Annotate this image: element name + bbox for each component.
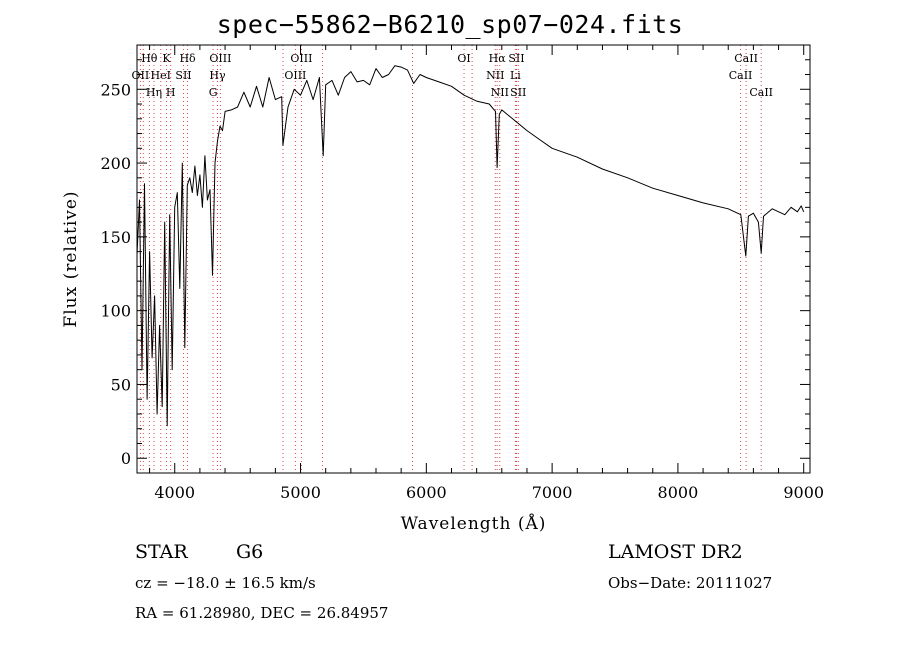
obs-date: Obs−Date: 20111027 [608, 574, 773, 592]
line-label: SII [175, 69, 191, 82]
plot-frame [136, 44, 811, 474]
line-label: Hθ [141, 52, 158, 65]
line-label: NII [486, 69, 504, 82]
line-label: Li [510, 69, 521, 82]
line-label: CaII [749, 86, 773, 99]
x-tick-label: 9000 [783, 483, 824, 502]
line-label: SII [510, 86, 526, 99]
spectrum-line [136, 65, 805, 427]
y-axis-label: Flux (relative) [61, 190, 81, 327]
y-tick-label: 250 [100, 80, 131, 99]
line-label: OIII [284, 69, 306, 82]
redshift-info: cz = −18.0 ± 16.5 km/s [135, 574, 316, 592]
y-tick-label: 150 [100, 228, 131, 247]
coordinates: RA = 61.28980, DEC = 26.84957 [135, 604, 389, 622]
x-tick-label: 5000 [280, 483, 321, 502]
x-tick-label: 4000 [154, 483, 195, 502]
line-label: OII [132, 69, 150, 82]
line-label: HeI [151, 69, 171, 82]
x-axis-label: Wavelength (Å) [401, 513, 547, 534]
line-label: G [209, 86, 218, 99]
object-class: STAR [135, 541, 188, 563]
line-label: CaII [729, 69, 753, 82]
x-tick-label: 8000 [658, 483, 699, 502]
survey-name: LAMOST DR2 [608, 541, 743, 563]
line-label: OIII [209, 52, 231, 65]
object-subclass: G6 [236, 541, 264, 563]
line-label: K [162, 52, 171, 65]
x-tick-label: 6000 [406, 483, 447, 502]
line-label: Hδ [179, 52, 196, 65]
y-tick-label: 0 [121, 449, 131, 468]
line-label: Hη [146, 86, 162, 99]
line-label: Hγ [209, 69, 226, 82]
line-label: OIII [290, 52, 312, 65]
chart-title: spec−55862−B6210_sp07−024.fits [216, 10, 684, 39]
y-tick-label: 50 [111, 375, 131, 394]
x-tick-label: 7000 [532, 483, 573, 502]
line-label: CaII [734, 52, 758, 65]
line-label: Hα [489, 52, 507, 65]
y-tick-label: 200 [100, 154, 131, 173]
line-label: H [166, 86, 176, 99]
line-label: OI [457, 52, 470, 65]
line-label: SII [508, 52, 524, 65]
y-tick-label: 100 [100, 302, 131, 321]
line-label: NII [491, 86, 509, 99]
